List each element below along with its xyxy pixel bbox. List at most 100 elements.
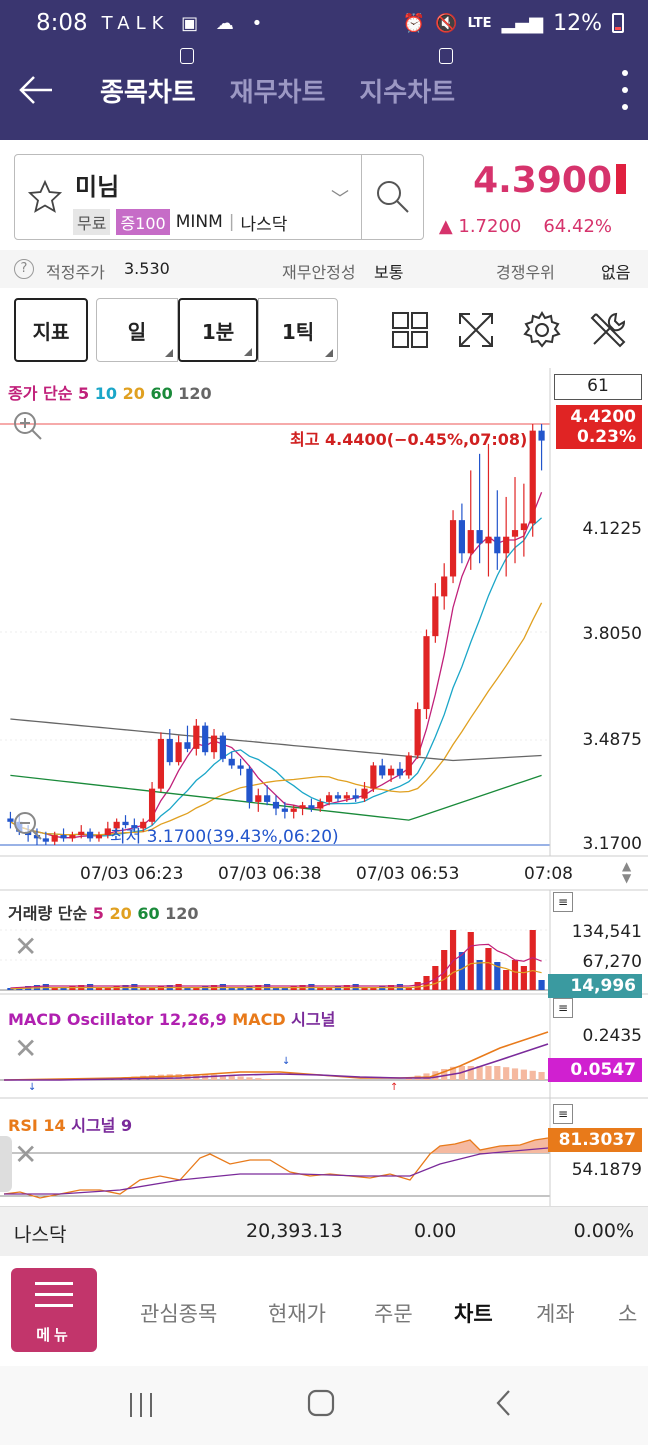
low-price-label: 최저 3.1700(39.43%,06:20) — [110, 827, 339, 847]
rsi-pane — [0, 1098, 551, 1206]
y-axis-label: 134,541 — [571, 922, 642, 942]
y-axis-label: 3.4875 — [582, 730, 642, 750]
menu-label: 메뉴 — [36, 1326, 72, 1344]
ticker-market: 나스닥 — [14, 1224, 67, 1246]
dropdown-corner-icon — [165, 349, 173, 357]
nav-current-price[interactable]: 현재가 — [268, 1302, 326, 1326]
ticker-change: 0.00 — [414, 1220, 457, 1242]
close-pane-icon[interactable]: ✕ — [14, 1032, 38, 1065]
tab-financial-chart[interactable]: 재무차트 — [230, 72, 326, 109]
pane-menu-icon[interactable]: ≡ — [553, 892, 573, 912]
volume-last-tag: 14,996 — [548, 974, 642, 998]
star-icon[interactable] — [27, 179, 63, 215]
visible-count-box[interactable]: 61 — [554, 374, 642, 400]
x-axis-label: 07/03 06:38 — [218, 864, 322, 884]
volume-pane — [0, 890, 551, 992]
nav-more[interactable]: 소 — [618, 1302, 638, 1326]
search-icon — [376, 181, 409, 213]
last-price: 4.4200 — [570, 407, 636, 427]
settings-gear-icon[interactable] — [522, 310, 562, 350]
competition-value: 없음 — [601, 263, 631, 282]
rsi-legend-title: RSI 14 — [8, 1116, 66, 1135]
high-price-label: 최고 4.4400(−0.45%,07:08) — [290, 430, 528, 449]
y-axis-label: 54.1879 — [571, 1160, 642, 1180]
bottom-navigation: 메뉴 관심종목 현재가 주문 차트 계좌 소 — [0, 1256, 648, 1366]
ma5-label: 5 — [78, 384, 90, 403]
stock-selector[interactable]: 미님 ﹀ 무료 증100 MINM | 나스닥 — [14, 154, 424, 240]
more-options-icon[interactable] — [620, 70, 630, 110]
menu-button[interactable]: 메뉴 — [11, 1268, 97, 1352]
macd-indicator-legend[interactable]: MACD Oscillator 12,26,9 MACD 시그널 — [8, 1006, 335, 1030]
tab-pin-icon — [179, 48, 194, 64]
vma5-label: 5 — [92, 904, 104, 923]
zoom-out-icon[interactable] — [10, 808, 44, 842]
valuation-info-row: ? 적정주가 3.530 재무안정성 보통 경쟁우위 없음 — [0, 250, 648, 288]
y-axis-label: 3.1700 — [582, 834, 642, 854]
zoom-in-icon[interactable] — [10, 408, 44, 442]
back-icon[interactable] — [490, 1388, 520, 1418]
fair-price-value: 3.530 — [124, 259, 170, 278]
search-button[interactable] — [361, 155, 423, 239]
tools-icon[interactable] — [588, 310, 628, 350]
macd-pane: ↓ ↓ ↑ — [0, 994, 551, 1098]
pane-menu-icon[interactable]: ≡ — [553, 998, 573, 1018]
stability-value: 보통 — [374, 263, 404, 282]
status-bar: 8:08 TALK ▣ ☁ • ⏰ 🔇 LTE ▂▄▆ 12% — [36, 8, 624, 38]
network-label: LTE — [467, 15, 492, 31]
ticker-value: 20,393.13 — [246, 1220, 343, 1242]
side-drawer-handle[interactable] — [0, 1136, 12, 1192]
rsi-last-tag: 81.3037 — [548, 1128, 642, 1152]
pane-menu-icon[interactable]: ≡ — [553, 1104, 573, 1124]
rsi-indicator-legend[interactable]: RSI 14 시그널 9 — [8, 1112, 132, 1136]
nav-order[interactable]: 주문 — [374, 1302, 413, 1326]
stock-meta: 무료 증100 MINM | 나스닥 — [73, 209, 287, 235]
home-icon[interactable] — [306, 1388, 336, 1418]
dropdown-corner-icon — [325, 349, 333, 357]
margin-badge: 증100 — [116, 209, 170, 235]
battery-icon — [612, 13, 624, 33]
price-indicator-legend[interactable]: 종가 단순 5 10 20 60 120 — [8, 380, 212, 404]
dropdown-corner-icon — [244, 348, 252, 356]
indicator-button[interactable]: 지표 — [14, 298, 88, 362]
fullscreen-icon[interactable] — [456, 310, 496, 350]
ma120-label: 120 — [178, 384, 212, 403]
period-1min-button[interactable]: 1분 — [178, 298, 258, 362]
macd-signal-label: 시그널 — [291, 1010, 336, 1029]
nav-account[interactable]: 계좌 — [536, 1302, 575, 1326]
free-badge: 무료 — [73, 209, 111, 235]
layout-grid-icon[interactable] — [390, 310, 430, 350]
period-day-button[interactable]: 일 — [96, 298, 178, 362]
chevron-down-icon[interactable]: ﹀ — [331, 189, 349, 210]
back-arrow-icon[interactable] — [16, 70, 56, 110]
rsi-signal-label: 시그널 9 — [71, 1116, 133, 1135]
scroll-updown-icon[interactable]: ▲ ▼ — [622, 859, 632, 885]
macd-last-tag: 0.0547 — [548, 1058, 642, 1082]
period-1tick-button[interactable]: 1틱 — [258, 298, 338, 362]
y-axis-label: 3.8050 — [582, 624, 642, 644]
market-ticker[interactable]: 나스닥 20,393.13 0.00 0.00% — [0, 1206, 648, 1256]
close-pane-icon[interactable]: ✕ — [14, 930, 38, 963]
macd-line-label: MACD — [232, 1010, 286, 1029]
battery-level: 12% — [553, 10, 602, 36]
ticker-percent: 0.00% — [573, 1220, 634, 1242]
x-axis-label: 07:08 — [524, 864, 573, 884]
vma20-label: 20 — [109, 904, 132, 923]
tab-stock-chart[interactable]: 종목차트 — [100, 48, 196, 109]
current-price: 4.3900 — [473, 160, 612, 201]
day-label: 일 — [127, 319, 147, 344]
chart-canvas[interactable]: ↓ ↓ ↑ — [0, 368, 648, 1206]
svg-text:↓: ↓ — [28, 1082, 36, 1093]
nav-chart[interactable]: 차트 — [454, 1302, 493, 1326]
close-pane-icon[interactable]: ✕ — [14, 1138, 38, 1171]
volume-indicator-legend[interactable]: 거래량 단순 5 20 60 120 — [8, 900, 199, 924]
nav-watchlist[interactable]: 관심종목 — [140, 1302, 218, 1326]
ma20-label: 20 — [122, 384, 145, 403]
ma60-label: 60 — [150, 384, 173, 403]
help-icon[interactable]: ? — [14, 259, 34, 279]
macd-legend-title: MACD Oscillator 12,26,9 — [8, 1010, 227, 1029]
tab-index-chart[interactable]: 지수차트 — [359, 48, 455, 109]
tab-label: 재무차트 — [229, 78, 326, 108]
volume-legend-title: 거래량 단순 — [8, 904, 88, 923]
recent-apps-icon[interactable] — [126, 1390, 156, 1420]
y-axis-label: 67,270 — [582, 952, 642, 972]
